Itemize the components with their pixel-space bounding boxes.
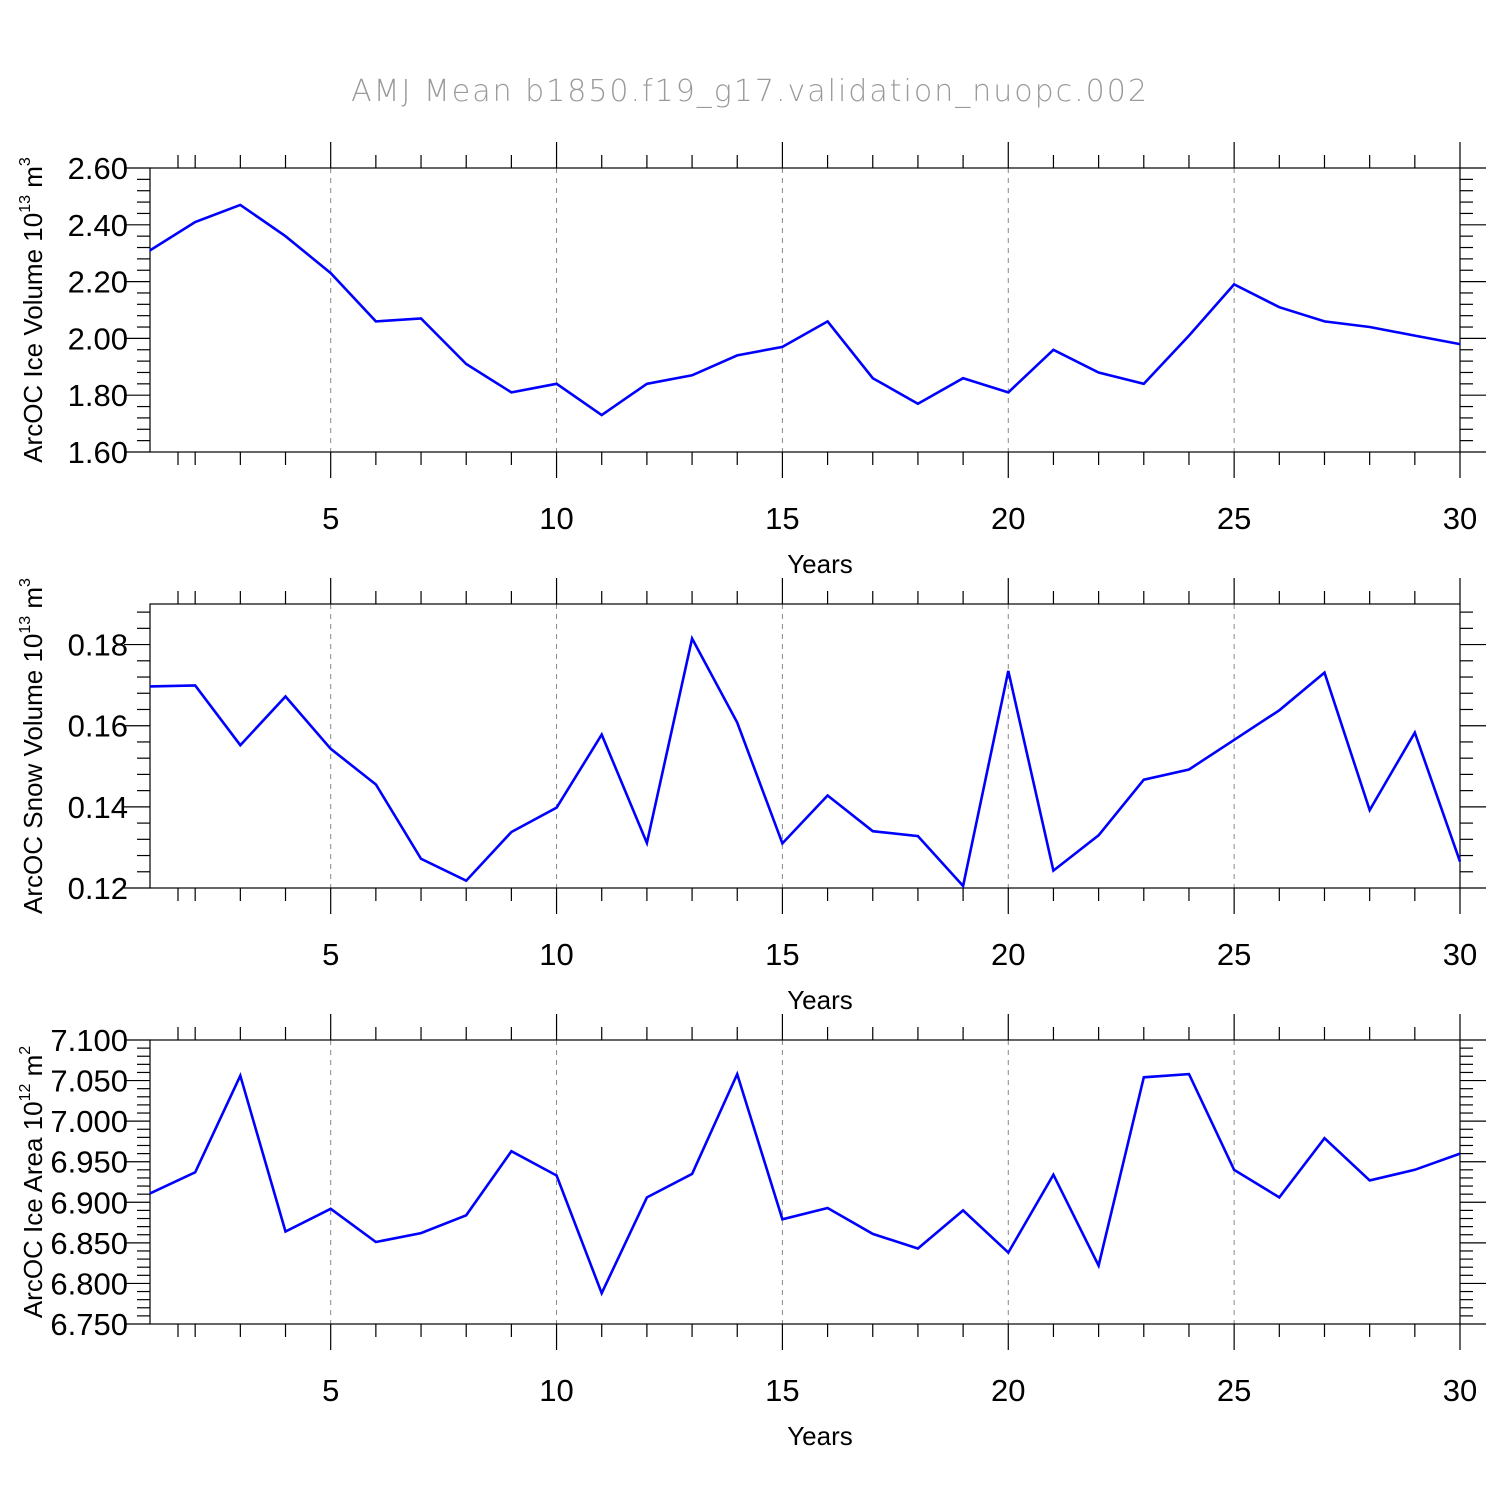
y-axis-label: ArcOC Ice Area 1012 m2 (17, 1046, 48, 1318)
y-tick-label: 1.80 (68, 378, 128, 413)
y-tick-label: 1.60 (68, 435, 128, 470)
x-tick-label: 20 (991, 1373, 1025, 1408)
x-axis-label: Years (787, 549, 853, 579)
x-tick-label: 30 (1443, 937, 1477, 972)
x-tick-label: 25 (1217, 937, 1251, 972)
series-line (149, 1070, 1461, 1297)
y-tick-label: 6.800 (50, 1266, 128, 1301)
y-axis-label: ArcOC Snow Volume 1013 m3 (17, 578, 48, 914)
x-tick-label: 5 (322, 501, 339, 536)
x-tick-label: 20 (991, 501, 1025, 536)
x-tick-label: 30 (1443, 1373, 1477, 1408)
y-tick-label: 7.100 (50, 1023, 128, 1058)
x-axis-label: Years (787, 1421, 853, 1451)
series-line (149, 634, 1462, 889)
y-tick-label: 2.20 (68, 265, 128, 300)
x-tick-label: 15 (765, 501, 799, 536)
y-tick-label: 0.14 (68, 790, 128, 825)
x-tick-label: 30 (1443, 501, 1477, 536)
y-axis-label: ArcOC Ice Volume 1013 m3 (17, 157, 48, 463)
x-tick-label: 25 (1217, 1373, 1251, 1408)
plot-frame (149, 603, 1461, 889)
x-tick-label: 10 (539, 1373, 573, 1408)
figure-title: AMJ Mean b1850.f19_g17.validation_nuopc.… (351, 74, 1149, 109)
y-tick-label: 7.050 (50, 1064, 128, 1099)
y-tick-label: 2.60 (68, 151, 128, 186)
x-tick-label: 20 (991, 937, 1025, 972)
x-tick-label: 10 (539, 501, 573, 536)
x-tick-label: 5 (322, 1373, 339, 1408)
plot-frame (149, 167, 1461, 453)
y-tick-label: 6.750 (50, 1307, 128, 1342)
y-tick-label: 2.40 (68, 208, 128, 243)
x-tick-label: 15 (765, 1373, 799, 1408)
x-tick-label: 15 (765, 937, 799, 972)
series-line (149, 203, 1461, 417)
y-tick-label: 0.18 (68, 628, 128, 663)
y-tick-label: 2.00 (68, 321, 128, 356)
y-tick-label: 0.12 (68, 871, 128, 906)
x-tick-label: 10 (539, 937, 573, 972)
chart-panel-3: 6.750 6.800 6.850 6.900 6.950 7.000 7.050 7.100… (17, 1014, 1486, 1451)
x-tick-label: 5 (322, 937, 339, 972)
chart-panel-2: 0.12 0.14 0.16 0.18 5 10 15 20 25 30 Years ArcOC Sn… (17, 578, 1486, 1015)
chart-panel-1: 1.60 1.80 2.00 2.20 2.40 2.60 5 10 15 20 25 30 Years… (17, 142, 1486, 579)
y-tick-label: 6.950 (50, 1145, 128, 1180)
y-tick-label: 6.900 (50, 1185, 128, 1220)
plot-frame (149, 1039, 1461, 1325)
y-tick-label: 0.16 (68, 709, 128, 744)
x-axis-label: Years (787, 985, 853, 1015)
y-tick-label: 7.000 (50, 1104, 128, 1139)
x-tick-label: 25 (1217, 501, 1251, 536)
y-tick-label: 6.850 (50, 1226, 128, 1261)
